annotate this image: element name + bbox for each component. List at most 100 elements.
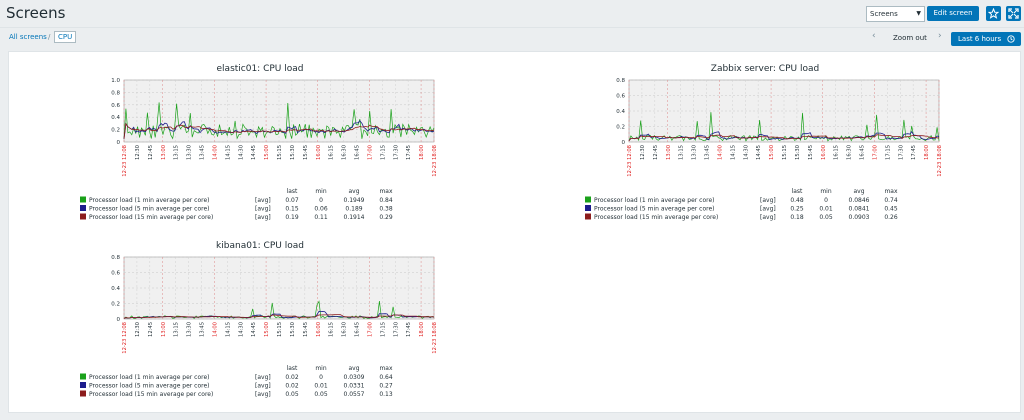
x-tick-label: 15:00 <box>264 322 270 337</box>
x-tick-label: 16:00 <box>821 145 827 160</box>
series-15min-line <box>123 314 434 319</box>
x-tick-label: 14:15 <box>225 145 231 160</box>
x-tick-label: 17:30 <box>393 322 399 337</box>
legend-value: 0.0309 <box>344 374 365 381</box>
x-tick-label: 13:45 <box>200 145 206 160</box>
x-tick-label: 12-23 12:08 <box>627 145 633 177</box>
x-tick-label: 14:45 <box>756 145 762 160</box>
x-tick-label: 13:45 <box>200 322 206 337</box>
chevron-down-icon: ▼ <box>916 10 921 17</box>
graph-elastic01-cpu-load[interactable]: elastic01: CPU load1.00.80.60.40.2012-23… <box>70 58 450 230</box>
x-tick-label: 15:30 <box>290 322 296 337</box>
legend-value: 0.18 <box>790 214 804 221</box>
screens-select-value: Screens <box>870 10 898 18</box>
x-tick-label: 13:00 <box>666 145 672 160</box>
y-tick-label: 0.2 <box>111 128 120 134</box>
x-tick-label: 12:30 <box>135 145 141 160</box>
legend-value: 0.0846 <box>849 197 870 204</box>
breadcrumb-separator: / <box>48 33 51 41</box>
legend-header: last <box>792 188 803 195</box>
x-tick-label: 14:30 <box>743 145 749 160</box>
time-next-button[interactable]: › <box>938 31 942 41</box>
breadcrumb-all-screens[interactable]: All screens <box>9 33 47 41</box>
x-tick-label: 18:00 <box>419 145 425 160</box>
y-tick-label: 0.6 <box>111 103 120 109</box>
zoom-out-button[interactable]: Zoom out <box>893 34 927 42</box>
legend-value: 0.0557 <box>344 391 365 398</box>
breadcrumb-current[interactable]: CPU <box>54 31 77 43</box>
x-tick-label: 17:00 <box>872 145 878 160</box>
x-tick-label: 16:45 <box>355 145 361 160</box>
y-tick-label: 0.4 <box>111 286 120 292</box>
legend-swatch <box>80 213 86 220</box>
legend-header: min <box>820 188 832 195</box>
x-tick-label: 14:30 <box>238 322 244 337</box>
x-tick-label: 15:15 <box>782 145 788 160</box>
y-tick-label: 0 <box>117 317 121 323</box>
legend-value: 0 <box>319 197 323 204</box>
legend-name: Processor load (5 min average per core) <box>89 206 210 213</box>
x-tick-label: 18:00 <box>419 322 425 337</box>
y-tick-label: 0.8 <box>111 90 120 96</box>
page-title: Screens <box>6 4 66 22</box>
edit-screen-button[interactable]: Edit screen <box>927 6 979 21</box>
x-tick-label: 14:45 <box>251 145 257 160</box>
legend-name: Processor load (15 min average per core) <box>89 214 213 221</box>
x-tick-label: 12:30 <box>135 322 141 337</box>
legend-value: 0.84 <box>379 197 393 204</box>
x-tick-label: 15:45 <box>303 145 309 160</box>
legend-header: max <box>379 365 393 372</box>
screens-select[interactable]: Screens ▼ <box>866 6 925 22</box>
legend-agg: [avg] <box>255 383 271 390</box>
y-tick-label: 0.8 <box>616 78 625 84</box>
breadcrumb: All screens / CPU <box>0 28 1024 48</box>
x-tick-label: 13:30 <box>187 145 193 160</box>
x-tick-label: 15:30 <box>795 145 801 160</box>
legend-value: 0 <box>824 197 828 204</box>
legend-agg: [avg] <box>255 197 271 204</box>
x-tick-label: 15:15 <box>277 322 283 337</box>
x-tick-label: 12:45 <box>148 322 154 337</box>
legend-swatch <box>80 373 86 380</box>
legend-header: avg <box>853 188 864 195</box>
legend-value: 0.05 <box>314 391 328 398</box>
fullscreen-icon <box>1008 8 1019 19</box>
legend-value: 0.1914 <box>344 214 365 221</box>
x-tick-label: 16:00 <box>316 322 322 337</box>
legend-value: 0.0841 <box>849 206 870 213</box>
x-tick-label: 18:00 <box>924 145 930 160</box>
time-period-button[interactable]: Last 6 hours <box>951 32 1021 46</box>
y-tick-label: 0.4 <box>616 109 625 115</box>
x-tick-label: 13:30 <box>187 322 193 337</box>
series-5min-line <box>123 120 435 139</box>
x-tick-label: 14:45 <box>251 322 257 337</box>
legend-agg: [avg] <box>760 206 776 213</box>
x-tick-label: 12-23 18:08 <box>432 145 438 177</box>
x-tick-label: 16:45 <box>860 145 866 160</box>
legend-value: 0.45 <box>884 206 898 213</box>
legend-value: 0.11 <box>314 214 328 221</box>
graph-zabbix-server-cpu-load[interactable]: Zabbix server: CPU load0.80.60.40.2012-2… <box>575 58 955 230</box>
legend-value: 0.19 <box>285 214 299 221</box>
legend-value: 0.07 <box>285 197 299 204</box>
legend-header: min <box>315 188 327 195</box>
time-period-label: Last 6 hours <box>958 35 1002 43</box>
graph-title: kibana01: CPU load <box>216 241 304 251</box>
x-tick-label: 16:15 <box>329 322 335 337</box>
fullscreen-button[interactable] <box>1006 6 1021 21</box>
legend-swatch <box>80 196 86 203</box>
y-tick-label: 0.4 <box>111 115 120 121</box>
legend-header: last <box>287 365 298 372</box>
y-tick-label: 0.6 <box>616 94 625 100</box>
x-tick-label: 15:00 <box>769 145 775 160</box>
x-tick-label: 17:45 <box>406 322 412 337</box>
x-tick-label: 16:30 <box>342 145 348 160</box>
x-tick-label: 14:00 <box>717 145 723 160</box>
x-tick-label: 15:00 <box>264 145 270 160</box>
time-prev-button[interactable]: ‹ <box>872 31 876 41</box>
legend-agg: [avg] <box>760 214 776 221</box>
y-tick-label: 0 <box>117 140 121 146</box>
legend-name: Processor load (15 min average per core) <box>594 214 718 221</box>
favorite-button[interactable] <box>986 6 1001 21</box>
